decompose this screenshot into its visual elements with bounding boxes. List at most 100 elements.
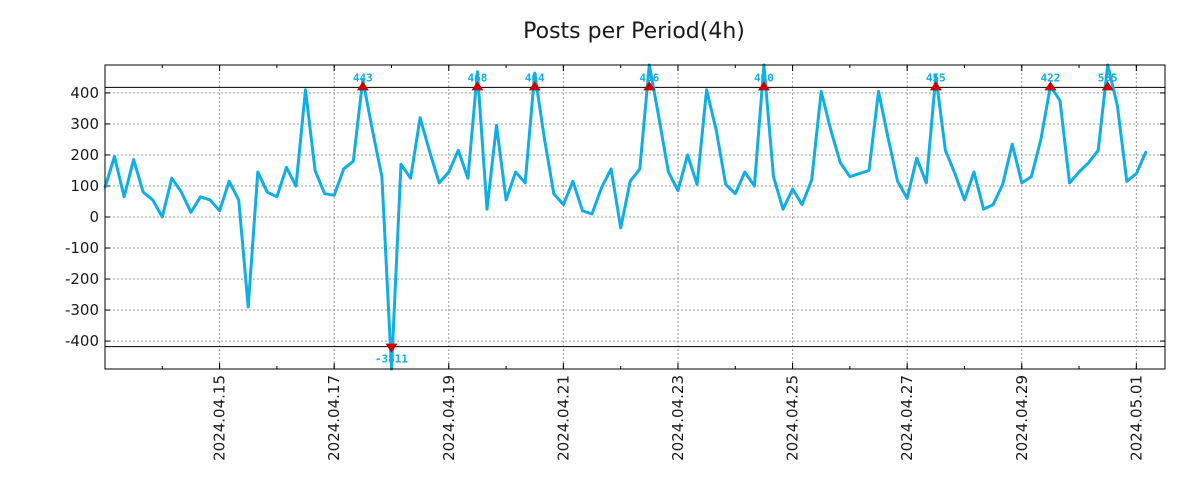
data-point [896,180,899,183]
data-point [1068,181,1071,185]
data-point [399,163,403,166]
flag-label: 464 [525,71,545,84]
data-point [695,183,699,186]
data-point [543,136,546,140]
x-tick-label: 2024.04.19 [440,375,458,461]
data-point [820,90,823,93]
data-point [256,170,259,174]
data-point [122,195,126,199]
flag-label: -3811 [375,353,408,366]
flag-marker-down [385,343,398,353]
y-tick-label: 400 [70,84,99,102]
x-axis: 2024.04.15 2024.04.17 2024.04.19 2024.04.21… [161,65,1145,461]
flag-marker-up [1101,81,1114,91]
x-tick-label: 2024.04.25 [784,375,802,461]
data-point [953,172,957,175]
data-point [638,167,641,171]
data-point [991,203,995,206]
data-point [227,180,231,183]
data-point [1001,183,1004,186]
data-point [380,175,384,178]
threshold-lines [105,86,1165,348]
data-point [781,208,785,211]
grid [105,65,1165,369]
data-point [409,177,412,180]
data-point [533,71,536,75]
data-point [982,208,985,211]
flag-label: 468 [467,71,487,84]
x-tick-label: 2024.04.23 [669,375,687,461]
data-point [963,198,966,202]
data-point [523,181,527,185]
data-point [1135,172,1138,175]
data-point [581,209,584,212]
data-point [447,170,450,174]
data-point [629,180,632,183]
data-point [858,172,861,175]
flag-label: 490 [754,71,774,84]
data-point [810,178,813,181]
data-point [485,208,489,211]
data-point [504,198,508,202]
data-point [332,194,336,197]
data-point [562,203,565,206]
flag-markers: 443 -3811 468 464 496 490 455 422 565 [353,71,1118,365]
data-point [285,166,288,169]
data-point [705,88,708,92]
data-point [1087,161,1090,164]
data-point [466,177,470,180]
data-point [609,167,613,171]
data-point [552,192,556,195]
data-point [170,177,174,180]
data-point [180,190,183,194]
data-point [743,170,747,174]
data-point [218,209,221,212]
chart-title: Posts per Period(4h) [523,19,745,44]
flag-marker-up [528,81,541,91]
data-point [724,183,727,186]
data-point [294,184,298,188]
data-point [619,226,622,230]
data-point [189,211,193,214]
data-point [1144,150,1148,154]
data-point [514,170,517,174]
data-point [495,124,498,127]
flag-marker-up [471,81,484,91]
data-point [600,186,603,189]
data-point [877,90,880,93]
flag-label: 422 [1040,71,1060,84]
data-point [457,149,460,152]
data-point [925,181,928,185]
data-point [1125,180,1129,183]
data-point [313,169,317,172]
data-point [657,116,661,119]
data-point [361,78,365,81]
data-point [686,153,689,157]
data-point [867,169,871,172]
x-tick-label: 2024.04.21 [554,375,572,461]
data-point [161,215,164,219]
data-point [753,184,756,188]
data-point [371,128,374,132]
data-point [304,88,307,92]
data-point [418,116,422,119]
data-point [972,170,976,174]
data-point [1116,104,1119,107]
data-point [323,192,326,195]
data-point [151,198,154,202]
data-point [428,150,431,154]
data-point [676,189,680,192]
x-tick-label: 2024.04.27 [898,375,916,461]
data-point [915,156,918,160]
flag-marker-up [643,81,656,91]
y-tick-label: -300 [65,301,99,319]
series-line [103,63,1148,371]
data-point [829,128,832,132]
data-point [1058,99,1062,102]
x-tick-label: 2024.04.29 [1013,375,1031,461]
data-point [1077,170,1081,174]
y-tick-label: 0 [89,208,99,226]
data-point [342,167,345,171]
data-point [247,305,250,309]
data-point [1096,149,1100,152]
